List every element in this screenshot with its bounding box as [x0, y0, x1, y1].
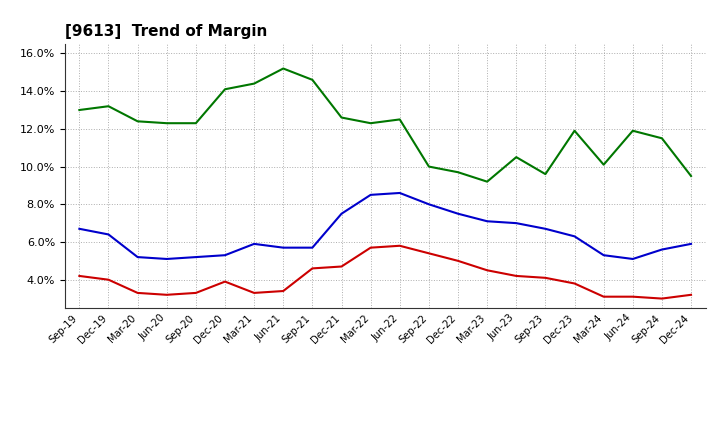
Net Income	[75, 273, 84, 279]
Ordinary Income	[512, 220, 521, 226]
Net Income	[337, 264, 346, 269]
Ordinary Income	[657, 247, 666, 252]
Operating Cashflow	[133, 119, 142, 124]
Net Income	[220, 279, 229, 284]
Net Income	[250, 290, 258, 296]
Ordinary Income	[75, 226, 84, 231]
Operating Cashflow	[541, 172, 550, 177]
Net Income	[629, 294, 637, 299]
Operating Cashflow	[104, 103, 113, 109]
Ordinary Income	[250, 241, 258, 246]
Operating Cashflow	[687, 173, 696, 179]
Net Income	[657, 296, 666, 301]
Net Income	[687, 292, 696, 297]
Ordinary Income	[279, 245, 287, 250]
Operating Cashflow	[308, 77, 317, 82]
Ordinary Income	[483, 219, 492, 224]
Operating Cashflow	[337, 115, 346, 120]
Operating Cashflow	[629, 128, 637, 133]
Net Income	[308, 266, 317, 271]
Net Income	[425, 251, 433, 256]
Ordinary Income	[395, 191, 404, 196]
Ordinary Income	[308, 245, 317, 250]
Net Income	[454, 258, 462, 264]
Operating Cashflow	[483, 179, 492, 184]
Ordinary Income	[366, 192, 375, 198]
Operating Cashflow	[599, 162, 608, 167]
Ordinary Income	[220, 253, 229, 258]
Ordinary Income	[192, 254, 200, 260]
Ordinary Income	[425, 202, 433, 207]
Operating Cashflow	[570, 128, 579, 133]
Net Income	[104, 277, 113, 282]
Operating Cashflow	[279, 66, 287, 71]
Net Income	[483, 268, 492, 273]
Ordinary Income	[570, 234, 579, 239]
Ordinary Income	[599, 253, 608, 258]
Ordinary Income	[104, 232, 113, 237]
Net Income	[366, 245, 375, 250]
Operating Cashflow	[163, 121, 171, 126]
Line: Operating Cashflow: Operating Cashflow	[79, 69, 691, 182]
Ordinary Income	[163, 257, 171, 262]
Operating Cashflow	[657, 136, 666, 141]
Net Income	[133, 290, 142, 296]
Ordinary Income	[337, 211, 346, 216]
Operating Cashflow	[192, 121, 200, 126]
Net Income	[163, 292, 171, 297]
Operating Cashflow	[220, 87, 229, 92]
Operating Cashflow	[366, 121, 375, 126]
Net Income	[192, 290, 200, 296]
Ordinary Income	[133, 254, 142, 260]
Operating Cashflow	[512, 154, 521, 160]
Text: [9613]  Trend of Margin: [9613] Trend of Margin	[65, 24, 267, 39]
Operating Cashflow	[75, 107, 84, 113]
Ordinary Income	[541, 226, 550, 231]
Operating Cashflow	[425, 164, 433, 169]
Ordinary Income	[629, 257, 637, 262]
Net Income	[279, 288, 287, 293]
Line: Net Income: Net Income	[79, 246, 691, 299]
Operating Cashflow	[250, 81, 258, 86]
Net Income	[570, 281, 579, 286]
Line: Ordinary Income: Ordinary Income	[79, 193, 691, 259]
Net Income	[541, 275, 550, 280]
Operating Cashflow	[395, 117, 404, 122]
Ordinary Income	[687, 241, 696, 246]
Net Income	[599, 294, 608, 299]
Ordinary Income	[454, 211, 462, 216]
Operating Cashflow	[454, 169, 462, 175]
Net Income	[395, 243, 404, 249]
Net Income	[512, 273, 521, 279]
